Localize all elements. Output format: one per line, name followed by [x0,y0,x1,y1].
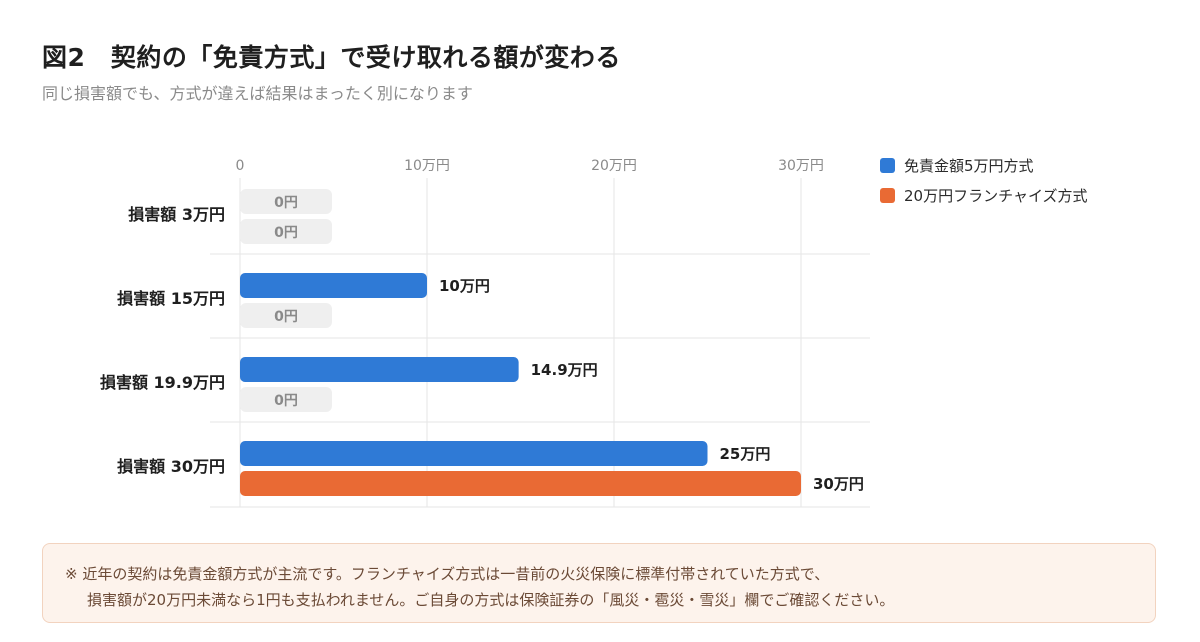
x-tick-label: 30万円 [778,158,824,174]
x-tick-label: 0 [236,158,245,174]
legend-item-franchise: 20万円フランチャイズ方式 [880,180,1088,210]
chart-subtitle: 同じ損害額でも、方式が違えば結果はまったく別になります [42,84,473,103]
legend-label-deductible: 免責金額5万円方式 [904,156,1034,175]
footnote-box: ※ 近年の契約は免責金額方式が主流です。フランチャイズ方式は一昔前の火災保険に標… [42,543,1156,623]
data-label: 0円 [274,393,298,409]
category-label: 損害額 3万円 [128,205,225,224]
data-label: 14.9万円 [531,361,598,379]
legend-label-franchise: 20万円フランチャイズ方式 [904,186,1088,205]
bar-deductible [240,357,519,382]
zero-value-pill [240,303,332,328]
footnote-line-1: ※ 近年の契約は免責金額方式が主流です。フランチャイズ方式は一昔前の火災保険に標… [65,565,830,583]
data-label: 25万円 [720,445,771,463]
bar-deductible [240,273,427,298]
legend-swatch-deductible [880,157,895,173]
legend: 免責金額5万円方式 20万円フランチャイズ方式 [880,150,1088,210]
category-label: 損害額 30万円 [117,457,225,476]
footnote-line-2: 損害額が20万円未満なら1円も支払われません。ご自身の方式は保険証券の「風災・雹… [87,591,895,609]
chart-title: 図2 契約の「免責方式」で受け取れる額が変わる [42,43,621,72]
zero-value-pill [240,189,332,214]
legend-item-deductible: 免責金額5万円方式 [880,150,1088,180]
zero-value-pill [240,219,332,244]
bar-deductible [240,441,708,466]
x-tick-label: 20万円 [591,158,637,174]
legend-swatch-franchise [880,187,895,203]
data-label: 30万円 [813,475,864,493]
bar-franchise [240,471,801,496]
data-label: 0円 [274,195,298,211]
x-tick-label: 10万円 [404,158,450,174]
category-label: 損害額 15万円 [117,289,225,308]
data-label: 0円 [274,225,298,241]
data-label: 10万円 [439,277,490,295]
zero-value-pill [240,387,332,412]
data-label: 0円 [274,309,298,325]
category-label: 損害額 19.9万円 [100,373,225,392]
